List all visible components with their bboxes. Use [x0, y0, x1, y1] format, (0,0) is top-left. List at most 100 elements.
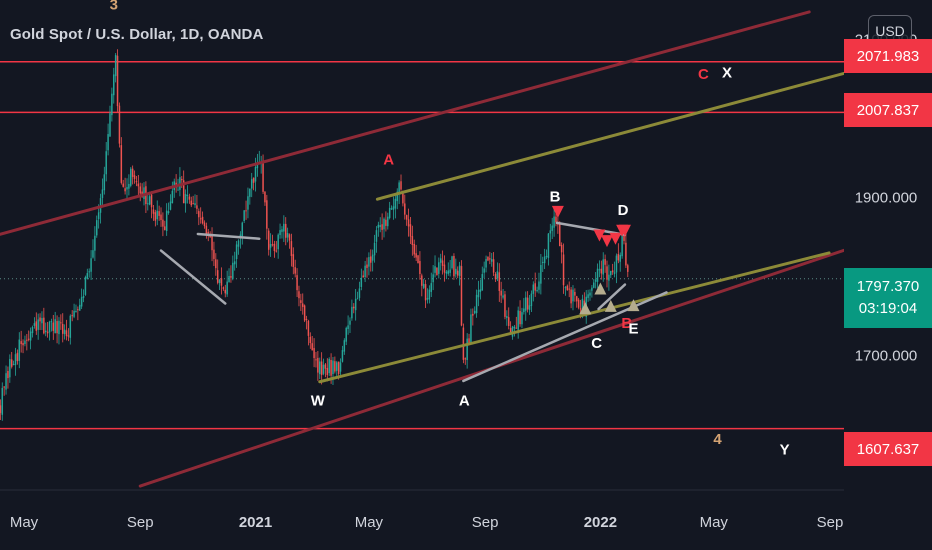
- candle: [604, 254, 606, 273]
- x-tick-label: 2022: [584, 514, 617, 531]
- candle-body: [18, 339, 21, 361]
- candle-body: [439, 258, 442, 263]
- candle-body: [322, 364, 325, 374]
- candle: [205, 222, 208, 239]
- candle: [31, 325, 34, 338]
- candle-body: [600, 268, 603, 274]
- candle: [362, 270, 364, 278]
- trend-line-red: [0, 10, 811, 236]
- candle: [232, 255, 234, 281]
- candle-body: [0, 405, 2, 413]
- candle: [615, 253, 618, 284]
- candle: [489, 251, 491, 265]
- candle-body: [177, 189, 179, 191]
- candle-body: [373, 242, 376, 256]
- candle-body: [432, 274, 434, 283]
- candle-body: [613, 272, 616, 274]
- candle-body: [250, 179, 253, 189]
- candle-body: [572, 289, 574, 302]
- candle-body: [14, 354, 17, 366]
- candle: [65, 319, 68, 341]
- candle: [602, 252, 604, 282]
- candle: [186, 185, 189, 204]
- candle-body: [254, 167, 257, 182]
- candle: [10, 351, 13, 369]
- candle-body: [581, 298, 584, 309]
- candle-body: [564, 287, 567, 289]
- candle-body: [360, 277, 363, 287]
- candle: [105, 142, 107, 182]
- candle-body: [232, 262, 234, 279]
- candle: [570, 287, 572, 309]
- candle: [455, 258, 457, 278]
- candle: [126, 178, 128, 200]
- candle: [419, 251, 421, 280]
- candle: [515, 316, 518, 329]
- candle: [589, 289, 591, 301]
- candle-body: [523, 308, 525, 313]
- candle-body: [419, 261, 421, 275]
- candle: [553, 208, 555, 237]
- candle: [504, 291, 506, 320]
- candle-body: [67, 335, 70, 337]
- candle: [502, 288, 504, 300]
- candle-body: [387, 216, 389, 227]
- candle: [249, 188, 251, 205]
- candle-body: [118, 105, 121, 144]
- candle: [519, 300, 521, 327]
- candle: [409, 216, 412, 245]
- candle-body: [78, 304, 81, 311]
- candle-body: [48, 321, 51, 333]
- candle-body: [7, 371, 9, 379]
- candle: [135, 176, 138, 187]
- candle-body: [587, 294, 589, 298]
- candle: [468, 333, 470, 344]
- candle: [107, 123, 109, 156]
- candle-body: [165, 210, 168, 231]
- candle: [576, 295, 578, 308]
- candle-body: [341, 350, 344, 362]
- candle-body: [334, 361, 336, 372]
- candle-body: [235, 244, 238, 260]
- candle-body: [475, 294, 478, 314]
- candle: [294, 259, 296, 278]
- candle-body: [417, 255, 419, 264]
- candle-body: [20, 341, 22, 345]
- candle: [190, 196, 192, 208]
- candle-body: [532, 284, 535, 294]
- candle-body: [547, 233, 550, 258]
- candle: [131, 165, 134, 185]
- candle: [341, 345, 344, 363]
- candle: [46, 321, 49, 338]
- candle-body: [332, 360, 334, 375]
- candle-body: [264, 191, 266, 203]
- candle-body: [611, 270, 614, 273]
- candle-body: [404, 203, 406, 215]
- candle-body: [560, 244, 563, 253]
- candle-body: [33, 323, 36, 326]
- candle-body: [347, 325, 349, 330]
- candle: [360, 268, 363, 291]
- candle-body: [313, 348, 315, 359]
- candle-body: [284, 223, 287, 238]
- candle: [26, 333, 28, 351]
- candle-body: [353, 306, 355, 309]
- candle-body: [441, 260, 444, 266]
- candle: [279, 223, 281, 239]
- candle: [171, 181, 174, 204]
- candle: [250, 172, 253, 198]
- candle: [196, 194, 198, 214]
- candle: [534, 272, 536, 297]
- candle-body: [594, 279, 597, 282]
- candle: [44, 322, 47, 337]
- candle: [215, 253, 217, 276]
- candle: [7, 366, 9, 389]
- candle: [572, 285, 574, 311]
- candle-body: [133, 175, 136, 180]
- candle-body: [596, 268, 599, 282]
- candle: [517, 306, 519, 339]
- candle: [67, 328, 70, 342]
- candle: [0, 399, 2, 420]
- candle-body: [577, 299, 580, 308]
